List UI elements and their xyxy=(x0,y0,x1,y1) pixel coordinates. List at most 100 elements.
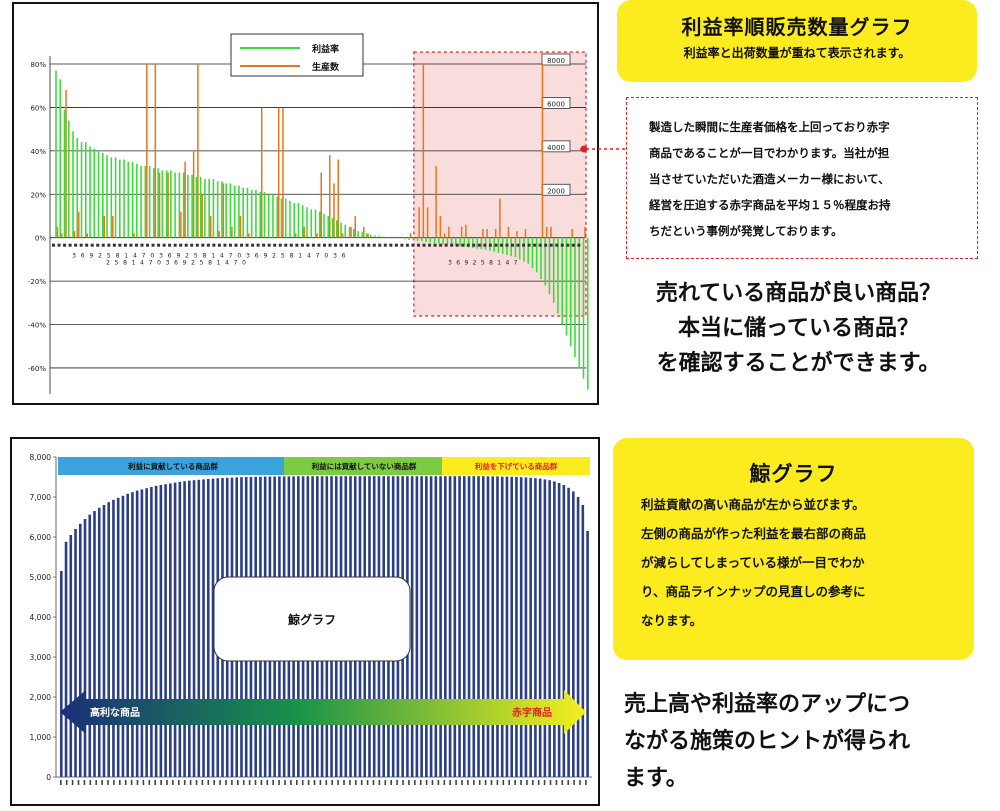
x-tick-mark xyxy=(389,243,393,247)
x-tick-mark xyxy=(408,780,410,785)
x-tick-mark xyxy=(537,780,540,785)
x-tick-mark xyxy=(212,243,216,247)
x-tick-mark xyxy=(151,243,155,247)
whale-bar xyxy=(444,476,447,777)
x-tick-mark xyxy=(350,243,354,247)
x-tick-mark xyxy=(356,243,360,247)
legend-label-production: 生産数 xyxy=(312,61,340,73)
category-band-label: 利益に貢献している商品群 xyxy=(127,461,218,471)
x-tick-label: 3 xyxy=(166,260,170,267)
note-line: 経営を圧迫する赤字商品を平均１５％程度お持 xyxy=(649,198,891,212)
x-tick-mark xyxy=(245,243,249,247)
whale-bar xyxy=(500,476,504,777)
x-tick-mark xyxy=(494,243,498,247)
bottom-big-text: 売上高や利益率のアップにつ ながる施策のヒントが得られ ます。 xyxy=(614,686,996,797)
x-tick-mark xyxy=(74,243,78,247)
y-tick-label: -60% xyxy=(28,365,46,373)
x-tick-mark xyxy=(248,780,251,785)
x-tick-mark xyxy=(431,780,434,785)
x-tick-mark xyxy=(273,243,277,247)
x-tick-mark xyxy=(96,243,100,247)
x-tick-mark xyxy=(455,243,459,247)
category-band-label: 利益を下げている商品群 xyxy=(474,461,558,471)
x-tick-mark xyxy=(527,243,531,247)
x-tick-mark xyxy=(473,780,475,785)
x-tick-mark xyxy=(60,780,62,785)
x-tick-mark xyxy=(345,243,349,247)
x-tick-mark xyxy=(219,780,221,785)
x-tick-mark xyxy=(160,780,162,785)
x-tick-mark xyxy=(478,780,481,785)
whale-bar xyxy=(534,478,537,777)
x-tick-label: 8 xyxy=(290,253,294,260)
x-tick-mark xyxy=(130,780,133,785)
x-tick-label: 2 xyxy=(272,253,276,260)
x-tick-mark xyxy=(228,243,232,247)
x-tick-label: 6 xyxy=(255,253,259,260)
whale-bar xyxy=(481,476,485,777)
whale-bar xyxy=(491,476,495,777)
x-tick-mark xyxy=(278,243,282,247)
x-tick-mark xyxy=(306,243,310,247)
x-tick-mark xyxy=(543,780,546,785)
x-tick-mark xyxy=(331,780,333,785)
note-line: ちだという事例が発覚しております。 xyxy=(649,224,843,238)
x-tick-mark xyxy=(437,780,440,785)
x-tick-mark xyxy=(319,780,322,785)
x-tick-label: 6 xyxy=(174,260,178,267)
x-tick-mark xyxy=(343,780,345,785)
gradient-arrow xyxy=(60,690,586,734)
x-tick-mark xyxy=(195,780,198,785)
y-tick-label: 3,000 xyxy=(30,653,52,662)
x-tick-label: 3 xyxy=(159,253,163,260)
x-tick-mark xyxy=(65,780,68,785)
whale-bar xyxy=(93,511,96,777)
whale-bar xyxy=(505,476,509,777)
whale-bar xyxy=(197,479,201,777)
x-tick-label: 4 xyxy=(140,260,144,267)
x-tick-mark xyxy=(129,243,133,247)
arrow-right-label: 赤字商品 xyxy=(512,706,552,719)
x-tick-mark xyxy=(101,780,103,785)
whale-bar xyxy=(145,488,148,777)
x-tick-mark xyxy=(496,780,499,785)
x-tick-label: 9 xyxy=(89,253,93,260)
x-tick-mark xyxy=(71,780,74,785)
x-tick-mark xyxy=(466,243,470,247)
x-tick-label: 5 xyxy=(115,260,119,267)
top-big-text: 売れている商品が良い商品？ 本当に儲っている商品？ を確認することができます。 xyxy=(606,276,991,381)
whale-bar xyxy=(529,477,532,777)
x-tick-mark xyxy=(573,780,575,785)
x-tick-label: 1 xyxy=(211,253,215,260)
category-band-label: 利益には貢献していない商品群 xyxy=(311,461,417,471)
x-tick-mark xyxy=(325,780,328,785)
right-axis-label: 2000 xyxy=(547,187,565,195)
x-tick-mark xyxy=(526,780,528,785)
x-tick-mark xyxy=(349,780,351,785)
x-tick-label: 2 xyxy=(473,260,477,267)
x-tick-mark xyxy=(57,243,61,247)
whale-bar xyxy=(64,541,68,777)
x-tick-mark xyxy=(83,780,86,785)
whale-bar xyxy=(439,476,442,777)
whale-bar xyxy=(586,531,589,777)
whale-bar xyxy=(74,529,77,777)
y-tick-label: 2,000 xyxy=(30,693,52,702)
x-tick-mark xyxy=(278,780,280,785)
category-band xyxy=(58,457,288,475)
whale-bar xyxy=(458,476,461,777)
whale-bar xyxy=(477,476,480,777)
x-tick-mark xyxy=(384,780,387,785)
x-tick-mark xyxy=(444,243,448,247)
x-tick-mark xyxy=(166,780,168,785)
x-tick-mark xyxy=(262,243,266,247)
category-band xyxy=(284,457,444,475)
whale-bar xyxy=(206,479,210,777)
x-tick-mark xyxy=(450,243,454,247)
x-tick-label: 9 xyxy=(263,253,267,260)
x-tick-label: 4 xyxy=(225,260,229,267)
big-line: ます。 xyxy=(624,766,688,791)
whale-bar xyxy=(462,476,466,777)
x-tick-label: 5 xyxy=(200,260,204,267)
x-tick-mark xyxy=(190,243,194,247)
